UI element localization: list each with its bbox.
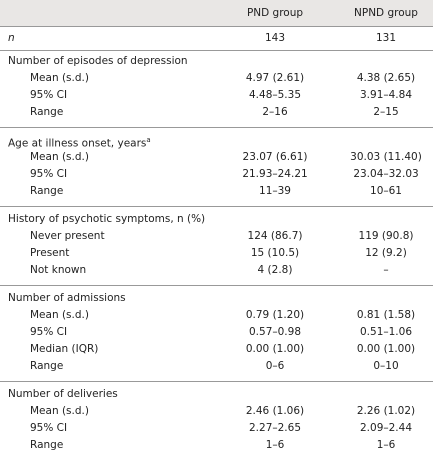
cell-value: – — [383, 264, 389, 276]
cell-value: 0–6 — [265, 360, 285, 372]
cell-value: 119 (90.8) — [358, 230, 414, 242]
cell-value: 0.79 (1.20) — [245, 309, 305, 321]
cell-value: 131 — [375, 32, 397, 44]
cell-value: 4.38 (2.65) — [356, 72, 416, 84]
cell-value: 30.03 (11.40) — [350, 151, 422, 163]
row-label: Range — [30, 106, 64, 118]
row-label: Present — [30, 247, 70, 259]
cell-value: 4 (2.8) — [257, 264, 293, 276]
cell-value: 10–61 — [370, 185, 402, 197]
cell-value: 3.91–4.84 — [359, 89, 413, 101]
divider — [0, 26, 433, 27]
cell-value: 15 (10.5) — [250, 247, 300, 259]
row-label: Range — [30, 185, 64, 197]
column-header: PND group — [246, 7, 304, 19]
cell-value: 2.09–2.44 — [359, 422, 413, 434]
row-label: Not known — [30, 264, 87, 276]
cell-value: 4.48–5.35 — [248, 89, 302, 101]
section-title: Age at illness onset, yearsa — [8, 136, 151, 150]
divider — [0, 127, 433, 128]
footnote-marker: a — [146, 136, 151, 144]
cell-value: 4.97 (2.61) — [245, 72, 305, 84]
row-label: Range — [30, 360, 64, 372]
section-title: Number of deliveries — [8, 388, 118, 400]
row-label: 95% CI — [30, 168, 68, 180]
cell-value: 1–6 — [376, 439, 396, 451]
cell-value: 0–10 — [373, 360, 399, 372]
cell-value: 0.00 (1.00) — [245, 343, 305, 355]
cell-value: 2–15 — [373, 106, 399, 118]
section-title: History of psychotic symptoms, n (%) — [8, 213, 206, 225]
row-label: 95% CI — [30, 89, 68, 101]
row-label: Never present — [30, 230, 105, 242]
cell-value: 2.26 (1.02) — [356, 405, 416, 417]
row-label: Mean (s.d.) — [30, 309, 89, 321]
cell-value: 23.04–32.03 — [353, 168, 419, 180]
cell-value: 143 — [264, 32, 286, 44]
cell-value: 0.51–1.06 — [359, 326, 413, 338]
cell-value: 0.81 (1.58) — [356, 309, 416, 321]
row-label: 95% CI — [30, 326, 68, 338]
row-label: Range — [30, 439, 64, 451]
divider — [0, 206, 433, 207]
cell-value: 2–16 — [262, 106, 288, 118]
cell-value: 1–6 — [265, 439, 285, 451]
row-label: Mean (s.d.) — [30, 405, 89, 417]
row-label: n — [8, 32, 15, 44]
cell-value: 23.07 (6.61) — [242, 151, 308, 163]
cell-value: 11–39 — [259, 185, 291, 197]
cell-value: 0.57–0.98 — [248, 326, 302, 338]
cell-value: 0.00 (1.00) — [356, 343, 416, 355]
cell-value: 2.46 (1.06) — [245, 405, 305, 417]
divider — [0, 50, 433, 51]
divider — [0, 285, 433, 286]
row-label: 95% CI — [30, 422, 68, 434]
cell-value: 12 (9.2) — [365, 247, 407, 259]
column-header: NPND group — [354, 7, 418, 19]
cell-value: 21.93–24.21 — [242, 168, 308, 180]
row-label: Median (IQR) — [30, 343, 99, 355]
row-label: Mean (s.d.) — [30, 72, 89, 84]
section-title: Number of admissions — [8, 292, 126, 304]
cell-value: 2.27–2.65 — [248, 422, 302, 434]
section-title: Number of episodes of depression — [8, 55, 188, 67]
cell-value: 124 (86.7) — [247, 230, 303, 242]
divider — [0, 381, 433, 382]
row-label: Mean (s.d.) — [30, 151, 89, 163]
header-row — [0, 0, 433, 26]
